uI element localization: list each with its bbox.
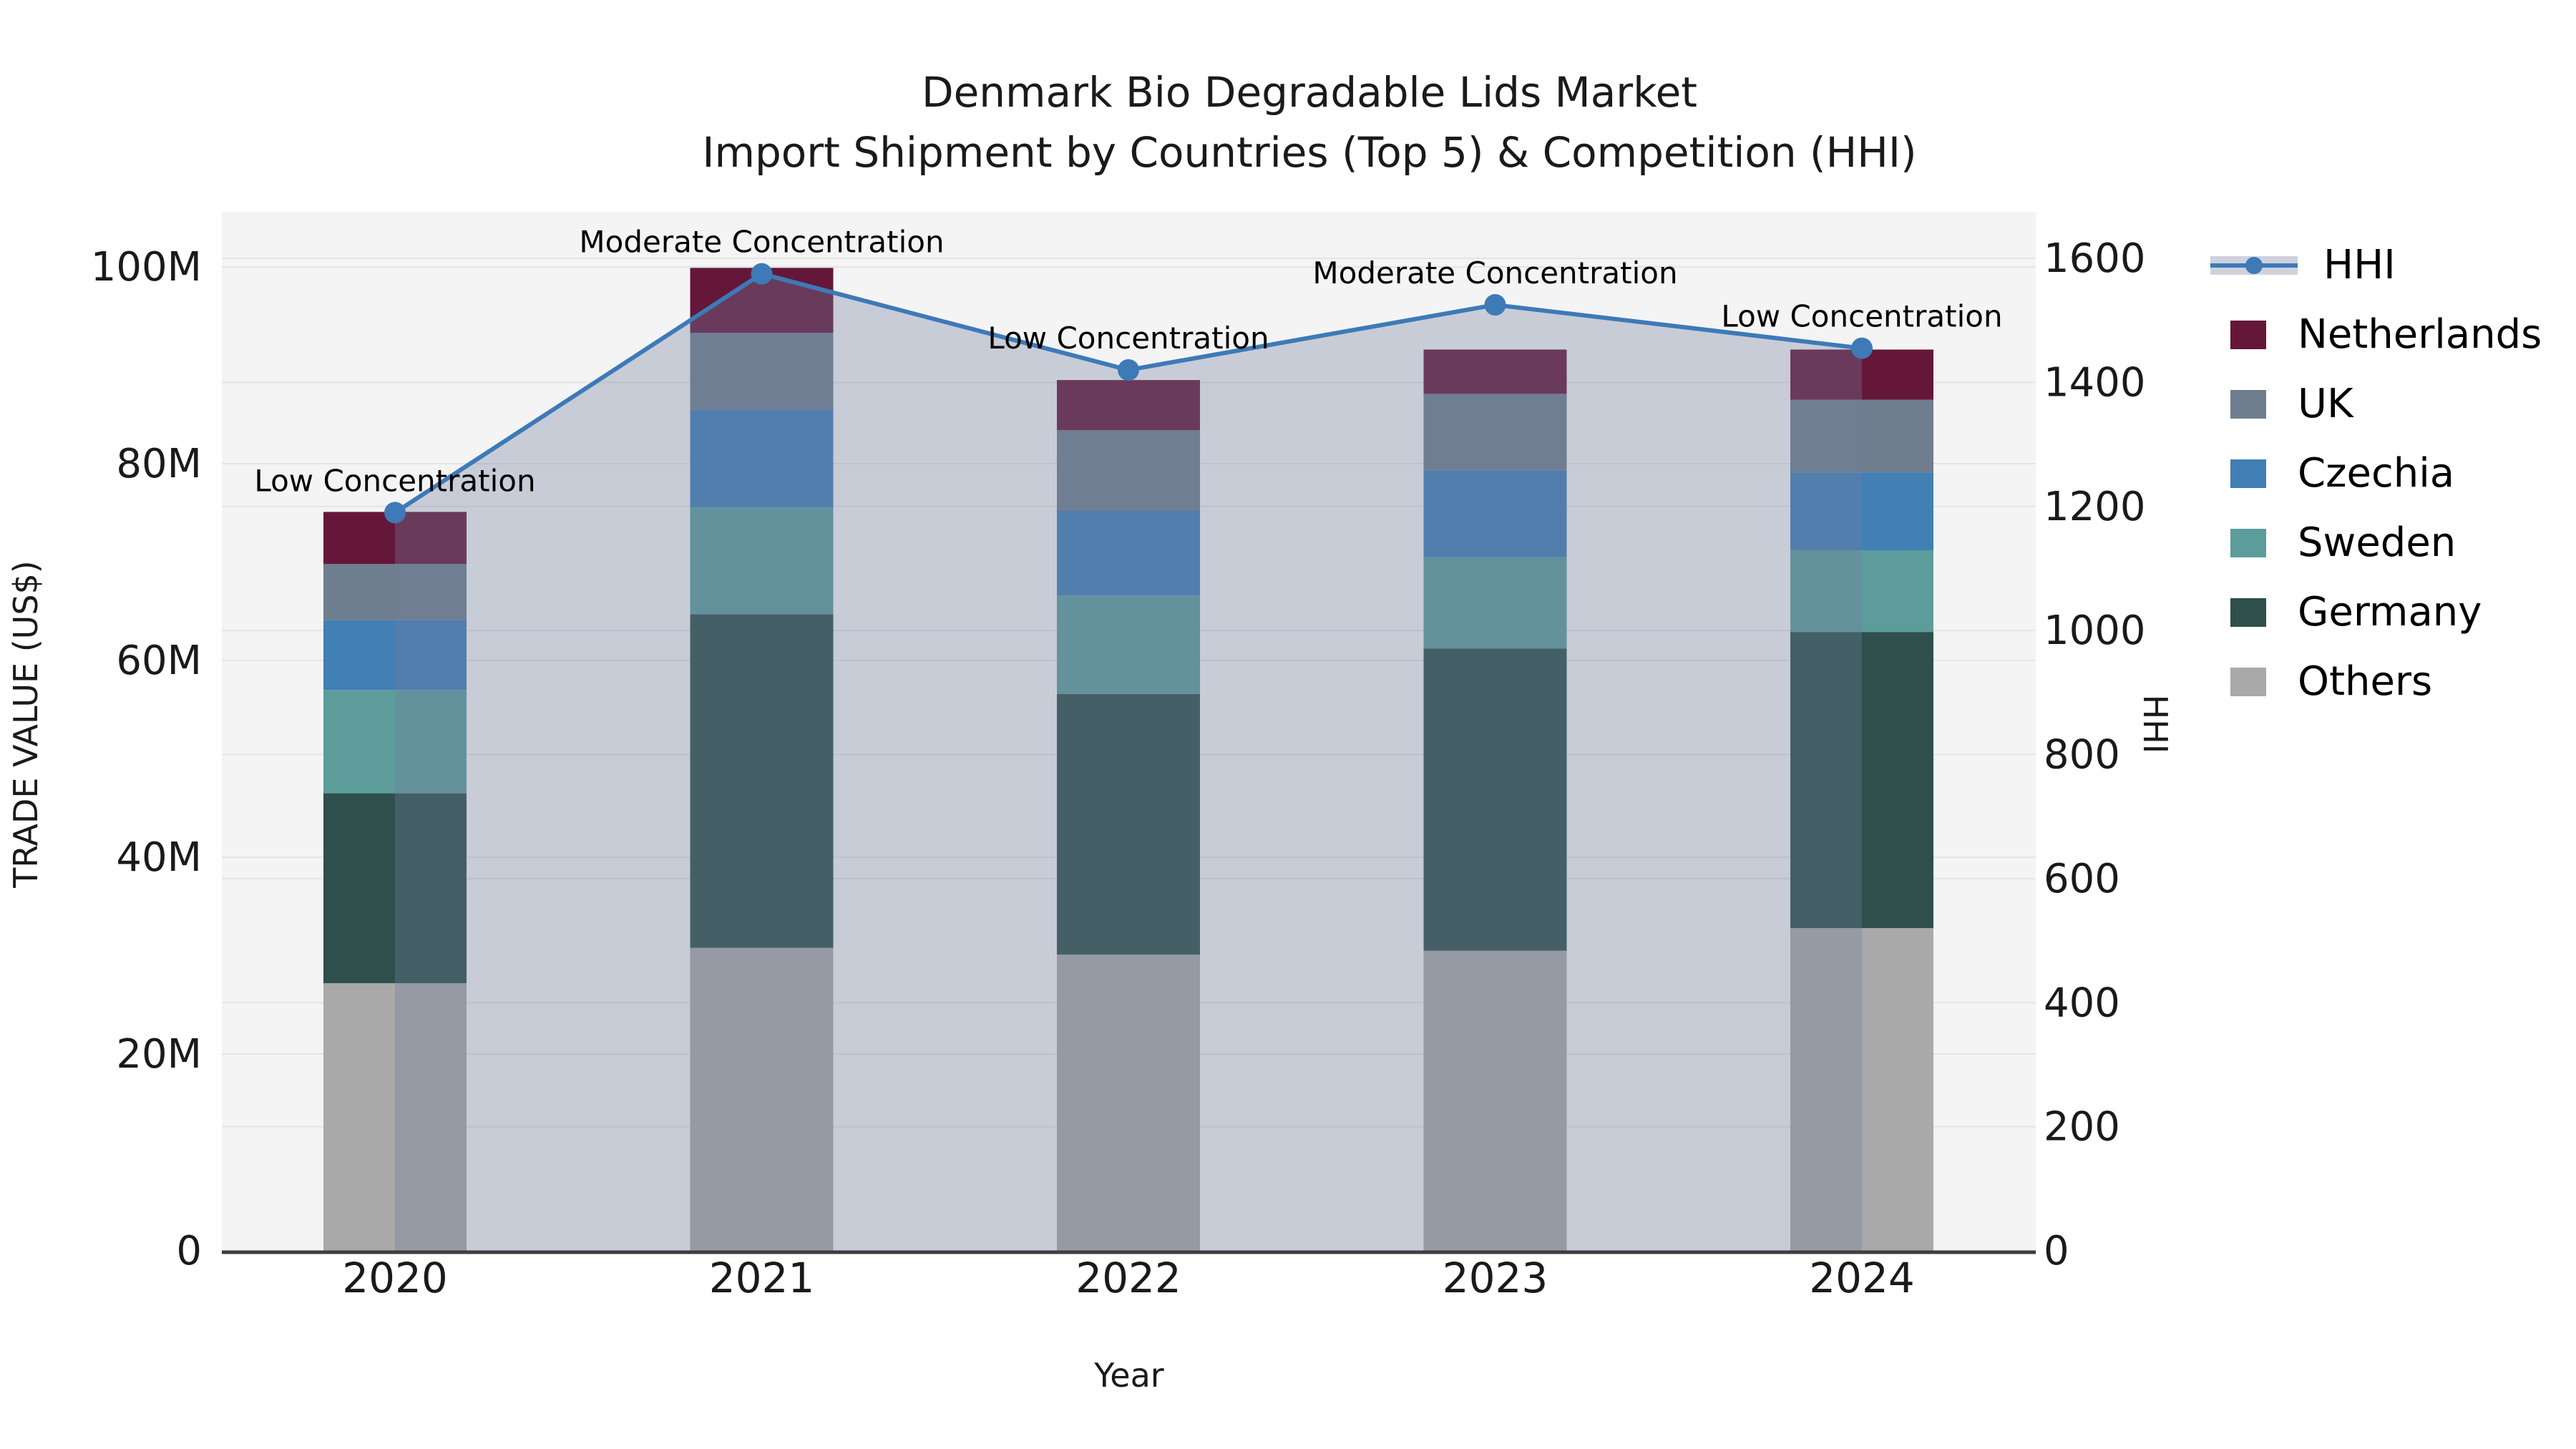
hhi-marker-2021 xyxy=(751,263,773,285)
y-right-tick-1200: 1200 xyxy=(2044,484,2146,530)
bar-segment-germany-2021 xyxy=(690,614,834,948)
bar-segment-uk-2024 xyxy=(1790,399,1933,473)
legend-label-hhi: HHI xyxy=(2323,242,2396,288)
x-axis-title: Year xyxy=(1093,1356,1163,1395)
bar-segment-others-2023 xyxy=(1423,950,1567,1251)
y-left-tick-60M: 60M xyxy=(116,638,202,684)
bar-segment-others-2020 xyxy=(323,983,467,1251)
annotation-2023: Moderate Concentration xyxy=(1312,255,1677,291)
legend-swatch-czechia xyxy=(2230,459,2266,488)
legend-swatch-others xyxy=(2230,667,2266,696)
y-right-tick-400: 400 xyxy=(2044,980,2120,1026)
legend-item-uk: UK xyxy=(2210,369,2542,439)
y-right-tick-800: 800 xyxy=(2044,732,2120,779)
y-right-tick-200: 200 xyxy=(2044,1104,2120,1151)
hhi-area xyxy=(395,273,1862,1251)
bar-segment-netherlands-2023 xyxy=(1423,349,1567,394)
legend-label-sweden: Sweden xyxy=(2298,519,2457,566)
bar-segment-uk-2023 xyxy=(1423,394,1567,471)
y-right-tick-1600: 1600 xyxy=(2044,235,2146,282)
bar-segment-others-2024 xyxy=(1790,928,1933,1251)
x-tick-2024: 2024 xyxy=(1809,1254,1915,1302)
bar-segment-netherlands-2022 xyxy=(1057,380,1200,431)
x-tick-2023: 2023 xyxy=(1443,1254,1548,1302)
y-left-tick-20M: 20M xyxy=(116,1031,202,1078)
legend-label-uk: UK xyxy=(2298,381,2353,427)
y-right-tick-0: 0 xyxy=(2044,1228,2069,1274)
hhi-marker-2024 xyxy=(1851,337,1873,359)
y-left-tick-40M: 40M xyxy=(116,834,202,881)
y-left-tick-0: 0 xyxy=(176,1228,202,1274)
bar-segment-germany-2023 xyxy=(1423,648,1567,951)
y-right-tick-1400: 1400 xyxy=(2044,359,2146,406)
bar-segment-germany-2020 xyxy=(323,793,467,983)
legend-item-sweden: Sweden xyxy=(2210,508,2542,577)
bar-segment-sweden-2021 xyxy=(690,507,834,615)
y-right-tick-600: 600 xyxy=(2044,856,2120,902)
hhi-marker-2020 xyxy=(384,502,406,524)
y-right-axis-title: HHI xyxy=(2136,695,2175,754)
legend-swatch-uk xyxy=(2230,389,2266,419)
x-tick-2022: 2022 xyxy=(1075,1254,1181,1302)
legend-label-germany: Germany xyxy=(2298,589,2482,635)
x-tick-2020: 2020 xyxy=(342,1254,448,1302)
bar-segment-czechia-2021 xyxy=(690,409,834,507)
bar-segment-czechia-2024 xyxy=(1790,472,1933,550)
y-right-tick-1000: 1000 xyxy=(2044,608,2146,654)
bar-segment-czechia-2022 xyxy=(1057,511,1200,596)
x-tick-2021: 2021 xyxy=(709,1254,815,1302)
legend-item-netherlands: Netherlands xyxy=(2210,300,2542,369)
bar-segment-others-2022 xyxy=(1057,955,1200,1251)
hhi-marker-2023 xyxy=(1484,294,1506,316)
legend: HHI Netherlands UK Czechia Sweden Germany Othe… xyxy=(2210,230,2542,716)
bar-segment-uk-2022 xyxy=(1057,430,1200,511)
bar-segment-germany-2024 xyxy=(1790,632,1933,928)
legend-label-czechia: Czechia xyxy=(2298,450,2455,497)
annotation-2024: Low Concentration xyxy=(1721,299,2002,334)
legend-swatch-netherlands xyxy=(2230,320,2266,349)
annotation-2020: Low Concentration xyxy=(254,463,535,498)
legend-swatch-germany xyxy=(2230,597,2266,627)
y-left-axis-title: TRADE VALUE (US$) xyxy=(6,560,45,888)
legend-item-hhi: HHI xyxy=(2210,230,2542,300)
legend-item-germany: Germany xyxy=(2210,577,2542,647)
chart-title-line1: Denmark Bio Degradable Lids Market xyxy=(922,68,1697,117)
y-left-tick-80M: 80M xyxy=(116,441,202,487)
bar-segment-sweden-2023 xyxy=(1423,557,1567,649)
legend-item-others: Others xyxy=(2210,647,2542,716)
bar-segment-others-2021 xyxy=(690,947,834,1251)
bar-segment-uk-2020 xyxy=(323,564,467,620)
bar-segment-sweden-2020 xyxy=(323,690,467,794)
hhi-marker-2022 xyxy=(1118,359,1139,381)
chart-title-line2: Import Shipment by Countries (Top 5) & C… xyxy=(702,128,1916,177)
annotation-2021: Moderate Concentration xyxy=(579,225,944,260)
bar-segment-czechia-2023 xyxy=(1423,470,1567,557)
bar-segment-czechia-2020 xyxy=(323,620,467,691)
hhi-line-swatch xyxy=(2210,251,2298,280)
legend-label-netherlands: Netherlands xyxy=(2298,311,2542,358)
legend-item-czechia: Czechia xyxy=(2210,439,2542,508)
legend-label-others: Others xyxy=(2298,658,2433,705)
hhi-dot-icon xyxy=(2245,256,2263,274)
bar-segment-uk-2021 xyxy=(690,333,834,410)
legend-swatch-sweden xyxy=(2230,528,2266,557)
annotation-2022: Low Concentration xyxy=(987,321,1269,356)
bar-segment-germany-2022 xyxy=(1057,693,1200,955)
bar-segment-sweden-2022 xyxy=(1057,595,1200,694)
bar-segment-sweden-2024 xyxy=(1790,550,1933,633)
y-left-tick-100M: 100M xyxy=(91,244,202,291)
